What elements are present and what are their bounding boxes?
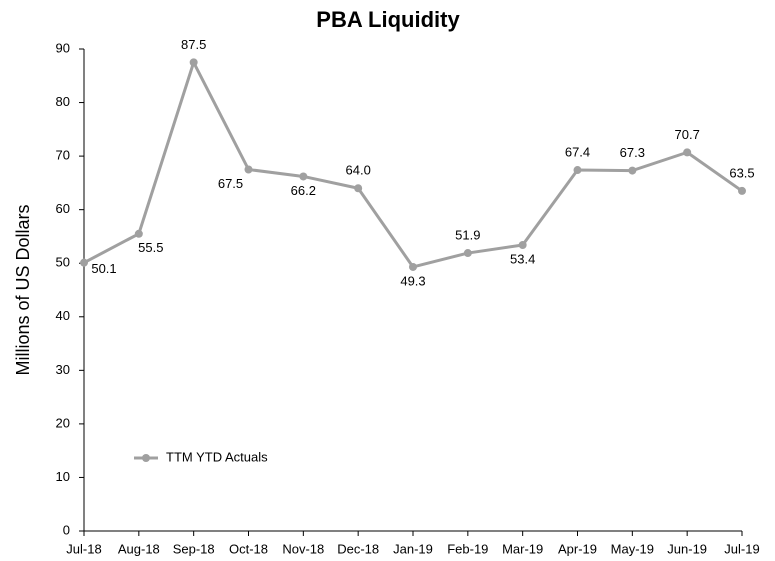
data-label: 63.5 [729, 165, 754, 180]
data-label: 67.3 [620, 145, 645, 160]
data-label: 51.9 [455, 227, 480, 242]
data-point [354, 184, 363, 193]
x-tick-label: Oct-18 [229, 541, 268, 556]
x-tick-label: Jul-18 [66, 541, 101, 556]
y-tick-label: 30 [56, 362, 70, 377]
x-tick-label: Mar-19 [502, 541, 543, 556]
data-point [463, 249, 472, 258]
x-tick-label: Jul-19 [724, 541, 759, 556]
data-point [189, 58, 198, 67]
x-tick-label: Jan-19 [393, 541, 433, 556]
y-tick-label: 40 [56, 308, 70, 323]
y-tick-label: 50 [56, 255, 70, 270]
data-point [80, 258, 88, 267]
data-label: 70.7 [675, 127, 700, 142]
x-tick-label: Jun-19 [667, 541, 707, 556]
x-tick-label: Nov-18 [282, 541, 324, 556]
data-point [628, 166, 637, 175]
data-point [518, 241, 527, 250]
x-tick-label: Sep-18 [173, 541, 215, 556]
data-label: 64.0 [346, 163, 371, 178]
legend-label: TTM YTD Actuals [166, 449, 268, 464]
y-tick-label: 90 [56, 40, 70, 55]
data-point [573, 166, 582, 175]
data-label: 87.5 [181, 37, 206, 52]
data-label: 55.5 [138, 240, 163, 255]
y-tick-label: 70 [56, 148, 70, 163]
y-tick-label: 80 [56, 94, 70, 109]
chart-title: PBA Liquidity [316, 7, 460, 32]
data-point [244, 165, 253, 174]
x-tick-label: Feb-19 [447, 541, 488, 556]
x-tick-label: May-19 [611, 541, 654, 556]
data-label: 50.1 [91, 261, 116, 276]
x-tick-label: Dec-18 [337, 541, 379, 556]
x-tick-label: Aug-18 [118, 541, 160, 556]
data-point [738, 186, 746, 195]
data-label: 67.5 [218, 176, 243, 191]
data-label: 67.4 [565, 144, 590, 159]
data-point [409, 262, 417, 271]
data-line [83, 60, 743, 269]
data-point [134, 229, 143, 238]
y-tick-label: 10 [56, 469, 70, 484]
data-label: 53.4 [510, 251, 535, 266]
y-tick-label: 20 [56, 415, 70, 430]
data-point [683, 148, 692, 157]
data-point [299, 172, 308, 181]
data-label: 49.3 [400, 273, 425, 288]
y-tick-label: 60 [56, 201, 70, 216]
y-tick-label: 0 [63, 522, 70, 537]
x-tick-label: Apr-19 [558, 541, 597, 556]
legend-marker [142, 454, 150, 462]
y-axis-title: Millions of US Dollars [13, 204, 33, 375]
data-label: 66.2 [291, 183, 316, 198]
